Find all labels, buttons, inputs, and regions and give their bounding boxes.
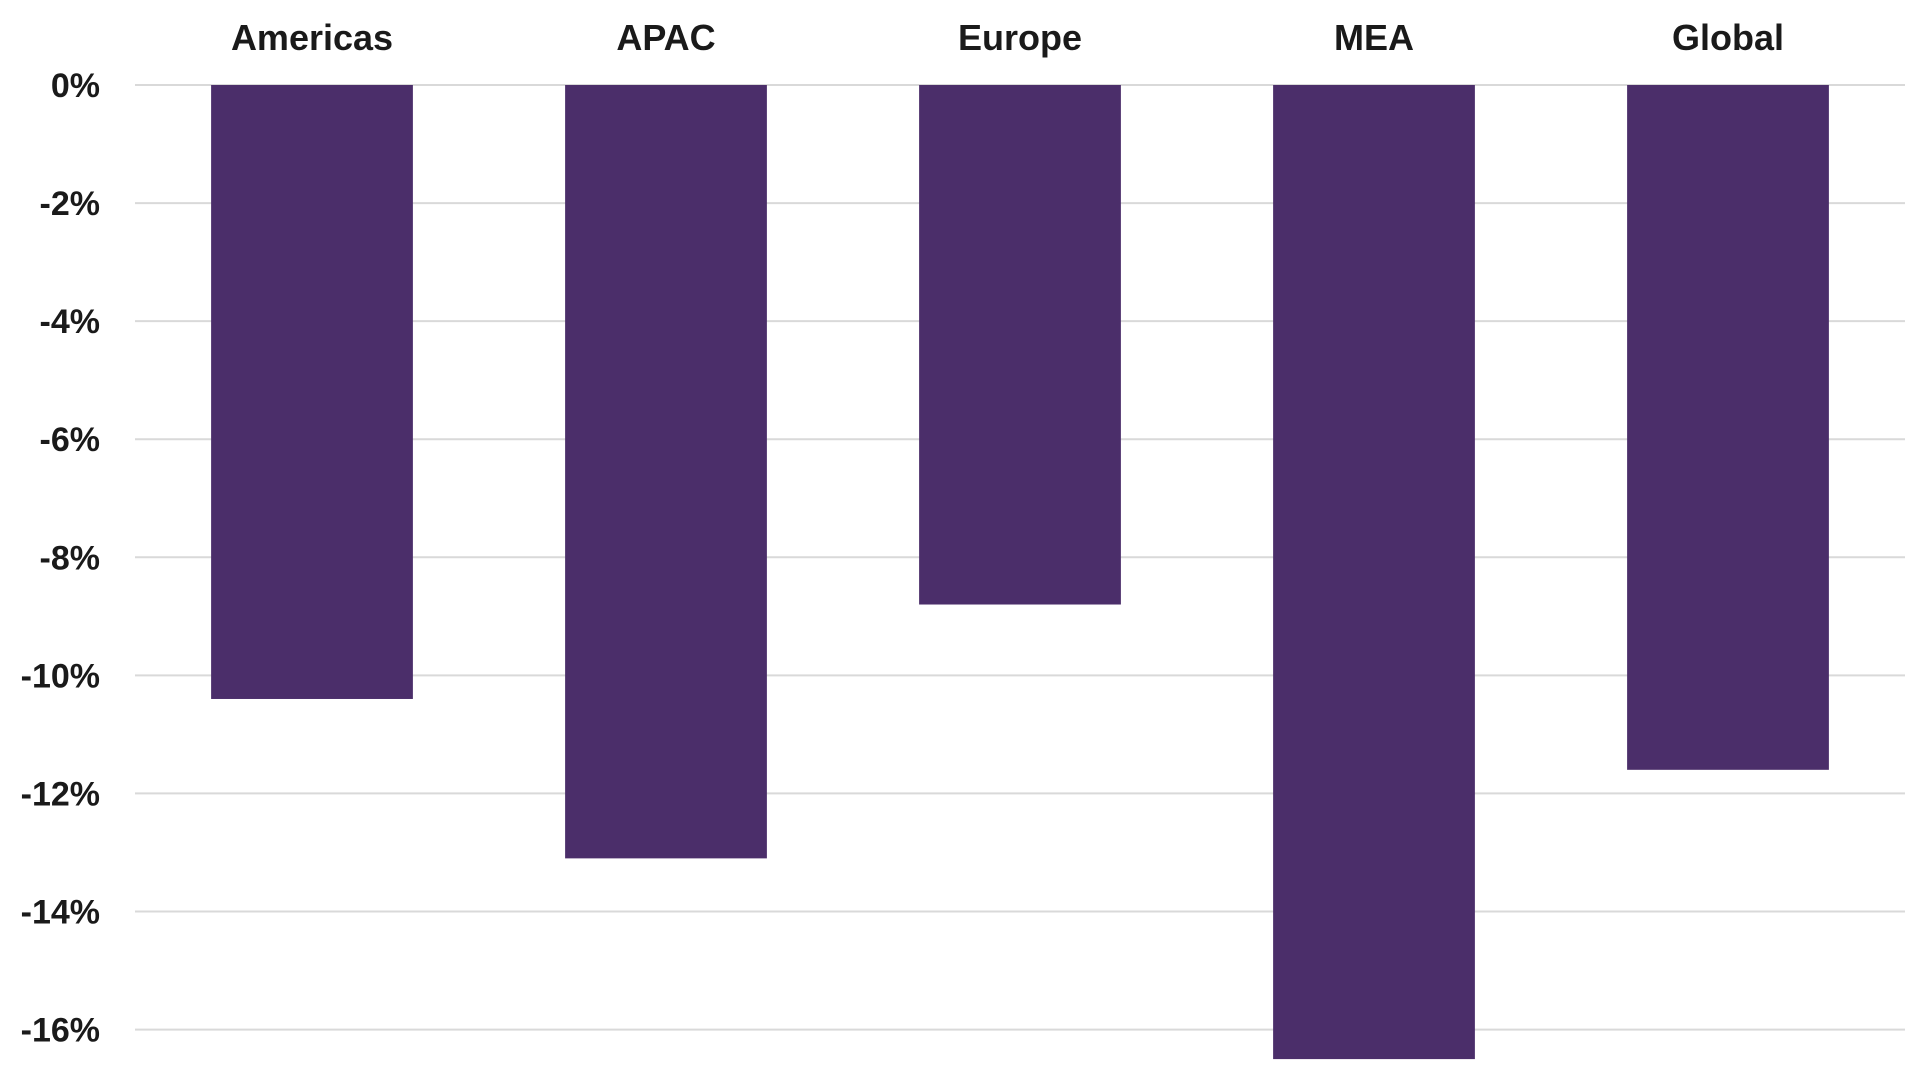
- category-label-europe: Europe: [958, 17, 1082, 58]
- bar-europe: [919, 85, 1121, 605]
- bar-global: [1627, 85, 1829, 770]
- y-tick-label: -10%: [21, 657, 100, 695]
- category-label-mea: MEA: [1334, 17, 1414, 58]
- bar-americas: [211, 85, 413, 699]
- y-tick-label: -2%: [40, 185, 100, 223]
- bars: [211, 85, 1829, 1060]
- y-tick-label: -6%: [40, 421, 100, 459]
- y-tick-label: -8%: [40, 539, 100, 577]
- bar-mea: [1273, 85, 1475, 1060]
- y-tick-label: -12%: [21, 775, 100, 813]
- category-labels: Americas APAC Europe MEA Global: [231, 17, 1784, 58]
- y-tick-label: -4%: [40, 303, 100, 341]
- category-label-global: Global: [1672, 17, 1784, 58]
- bar-apac: [565, 85, 767, 859]
- y-tick-label: 0%: [51, 67, 100, 105]
- category-label-apac: APAC: [616, 17, 715, 58]
- category-label-americas: Americas: [231, 17, 393, 58]
- y-axis-tick-labels: 0% -2% -4% -6% -8% -10% -12% -14% -16%: [21, 67, 100, 1050]
- y-tick-label: -14%: [21, 894, 100, 932]
- y-tick-label: -16%: [21, 1012, 100, 1050]
